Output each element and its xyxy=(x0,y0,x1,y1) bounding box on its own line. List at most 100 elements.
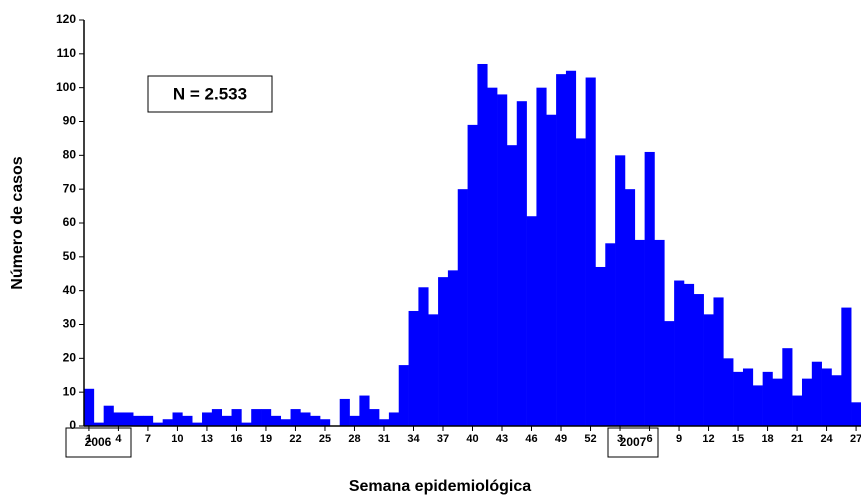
bar xyxy=(634,239,645,426)
y-tick-label: 100 xyxy=(56,80,76,94)
bar xyxy=(487,87,498,427)
bar xyxy=(526,216,537,426)
bar xyxy=(674,280,685,426)
bar xyxy=(300,412,311,426)
bar xyxy=(546,114,557,426)
x-axis-title: Semana epidemiológica xyxy=(349,478,531,495)
bar xyxy=(349,415,360,426)
x-tick-label: 3 xyxy=(617,433,623,445)
bar xyxy=(742,368,754,426)
bar xyxy=(851,402,861,426)
bar xyxy=(782,348,793,426)
x-tick-label: 15 xyxy=(732,433,744,445)
x-tick-label: 18 xyxy=(761,433,773,445)
bar xyxy=(162,419,173,426)
bar xyxy=(369,409,380,426)
bar xyxy=(595,266,606,426)
x-tick-label: 10 xyxy=(171,433,183,445)
bar xyxy=(605,243,616,426)
year-box xyxy=(607,427,659,458)
x-tick-label: 16 xyxy=(230,433,242,445)
y-tick-label: 80 xyxy=(63,148,77,162)
x-tick-label: 27 xyxy=(850,433,861,445)
bar xyxy=(398,365,409,426)
bar xyxy=(703,314,714,426)
bar xyxy=(467,124,478,426)
bar xyxy=(693,294,704,426)
y-axis-title: Número de casos xyxy=(9,156,26,289)
x-tick-label: 49 xyxy=(555,433,567,445)
bar xyxy=(624,189,636,426)
bar xyxy=(418,287,429,426)
bar xyxy=(585,77,596,427)
y-tick-label: 0 xyxy=(69,418,76,432)
bar xyxy=(192,422,203,426)
bar xyxy=(713,297,724,426)
bar xyxy=(123,412,134,426)
y-tick-label: 50 xyxy=(63,249,77,263)
y-tick-label: 90 xyxy=(63,114,77,128)
bar xyxy=(251,409,262,426)
bar xyxy=(359,395,370,426)
bar xyxy=(575,138,586,426)
y-tick-label: 60 xyxy=(63,215,77,229)
x-tick-label: 25 xyxy=(319,433,331,445)
x-tick-label: 6 xyxy=(646,433,652,445)
x-tick-label: 13 xyxy=(201,433,213,445)
x-tick-label: 19 xyxy=(260,433,272,445)
x-tick-label: 21 xyxy=(791,433,803,445)
bar xyxy=(261,409,272,426)
bar xyxy=(133,415,144,426)
bar xyxy=(497,94,508,426)
bar xyxy=(241,422,252,426)
x-tick-label: 9 xyxy=(676,433,682,445)
x-tick-label: 40 xyxy=(466,433,478,445)
year-label: 2007 xyxy=(620,435,647,449)
bar xyxy=(516,101,527,426)
bar xyxy=(438,277,449,426)
bar xyxy=(752,385,763,426)
note-box xyxy=(147,75,273,113)
bar xyxy=(477,63,488,426)
bar xyxy=(644,151,655,426)
bar xyxy=(841,307,852,426)
x-tick-label: 1 xyxy=(86,433,92,445)
bar xyxy=(202,412,213,426)
y-tick-label: 120 xyxy=(56,12,76,26)
y-tick-label: 30 xyxy=(63,317,77,331)
x-tick-label: 4 xyxy=(115,433,122,445)
bar xyxy=(792,395,803,426)
bar xyxy=(182,415,193,426)
x-tick-label: 12 xyxy=(702,433,714,445)
bar xyxy=(379,419,390,426)
bar xyxy=(152,422,163,426)
y-tick-label: 70 xyxy=(63,181,77,195)
x-tick-label: 7 xyxy=(145,433,151,445)
bar xyxy=(172,412,183,426)
bar xyxy=(84,388,95,426)
bar xyxy=(231,409,242,426)
bar xyxy=(93,422,104,426)
bar xyxy=(831,375,842,426)
x-tick-label: 37 xyxy=(437,433,449,445)
x-tick-label: 31 xyxy=(378,433,390,445)
x-tick-label: 24 xyxy=(820,433,833,445)
bar xyxy=(310,415,321,426)
bar xyxy=(762,371,773,426)
x-tick-label: 28 xyxy=(348,433,360,445)
bar xyxy=(506,145,518,426)
bar xyxy=(103,405,114,426)
bar xyxy=(447,270,459,426)
bar xyxy=(556,74,567,426)
bar xyxy=(388,412,400,426)
y-tick-label: 40 xyxy=(63,283,77,297)
bar xyxy=(772,378,783,426)
bar xyxy=(733,371,744,426)
y-tick-label: 110 xyxy=(57,46,77,60)
bar xyxy=(723,358,734,426)
bar xyxy=(280,419,291,426)
bar xyxy=(408,310,419,426)
bar xyxy=(221,415,232,426)
